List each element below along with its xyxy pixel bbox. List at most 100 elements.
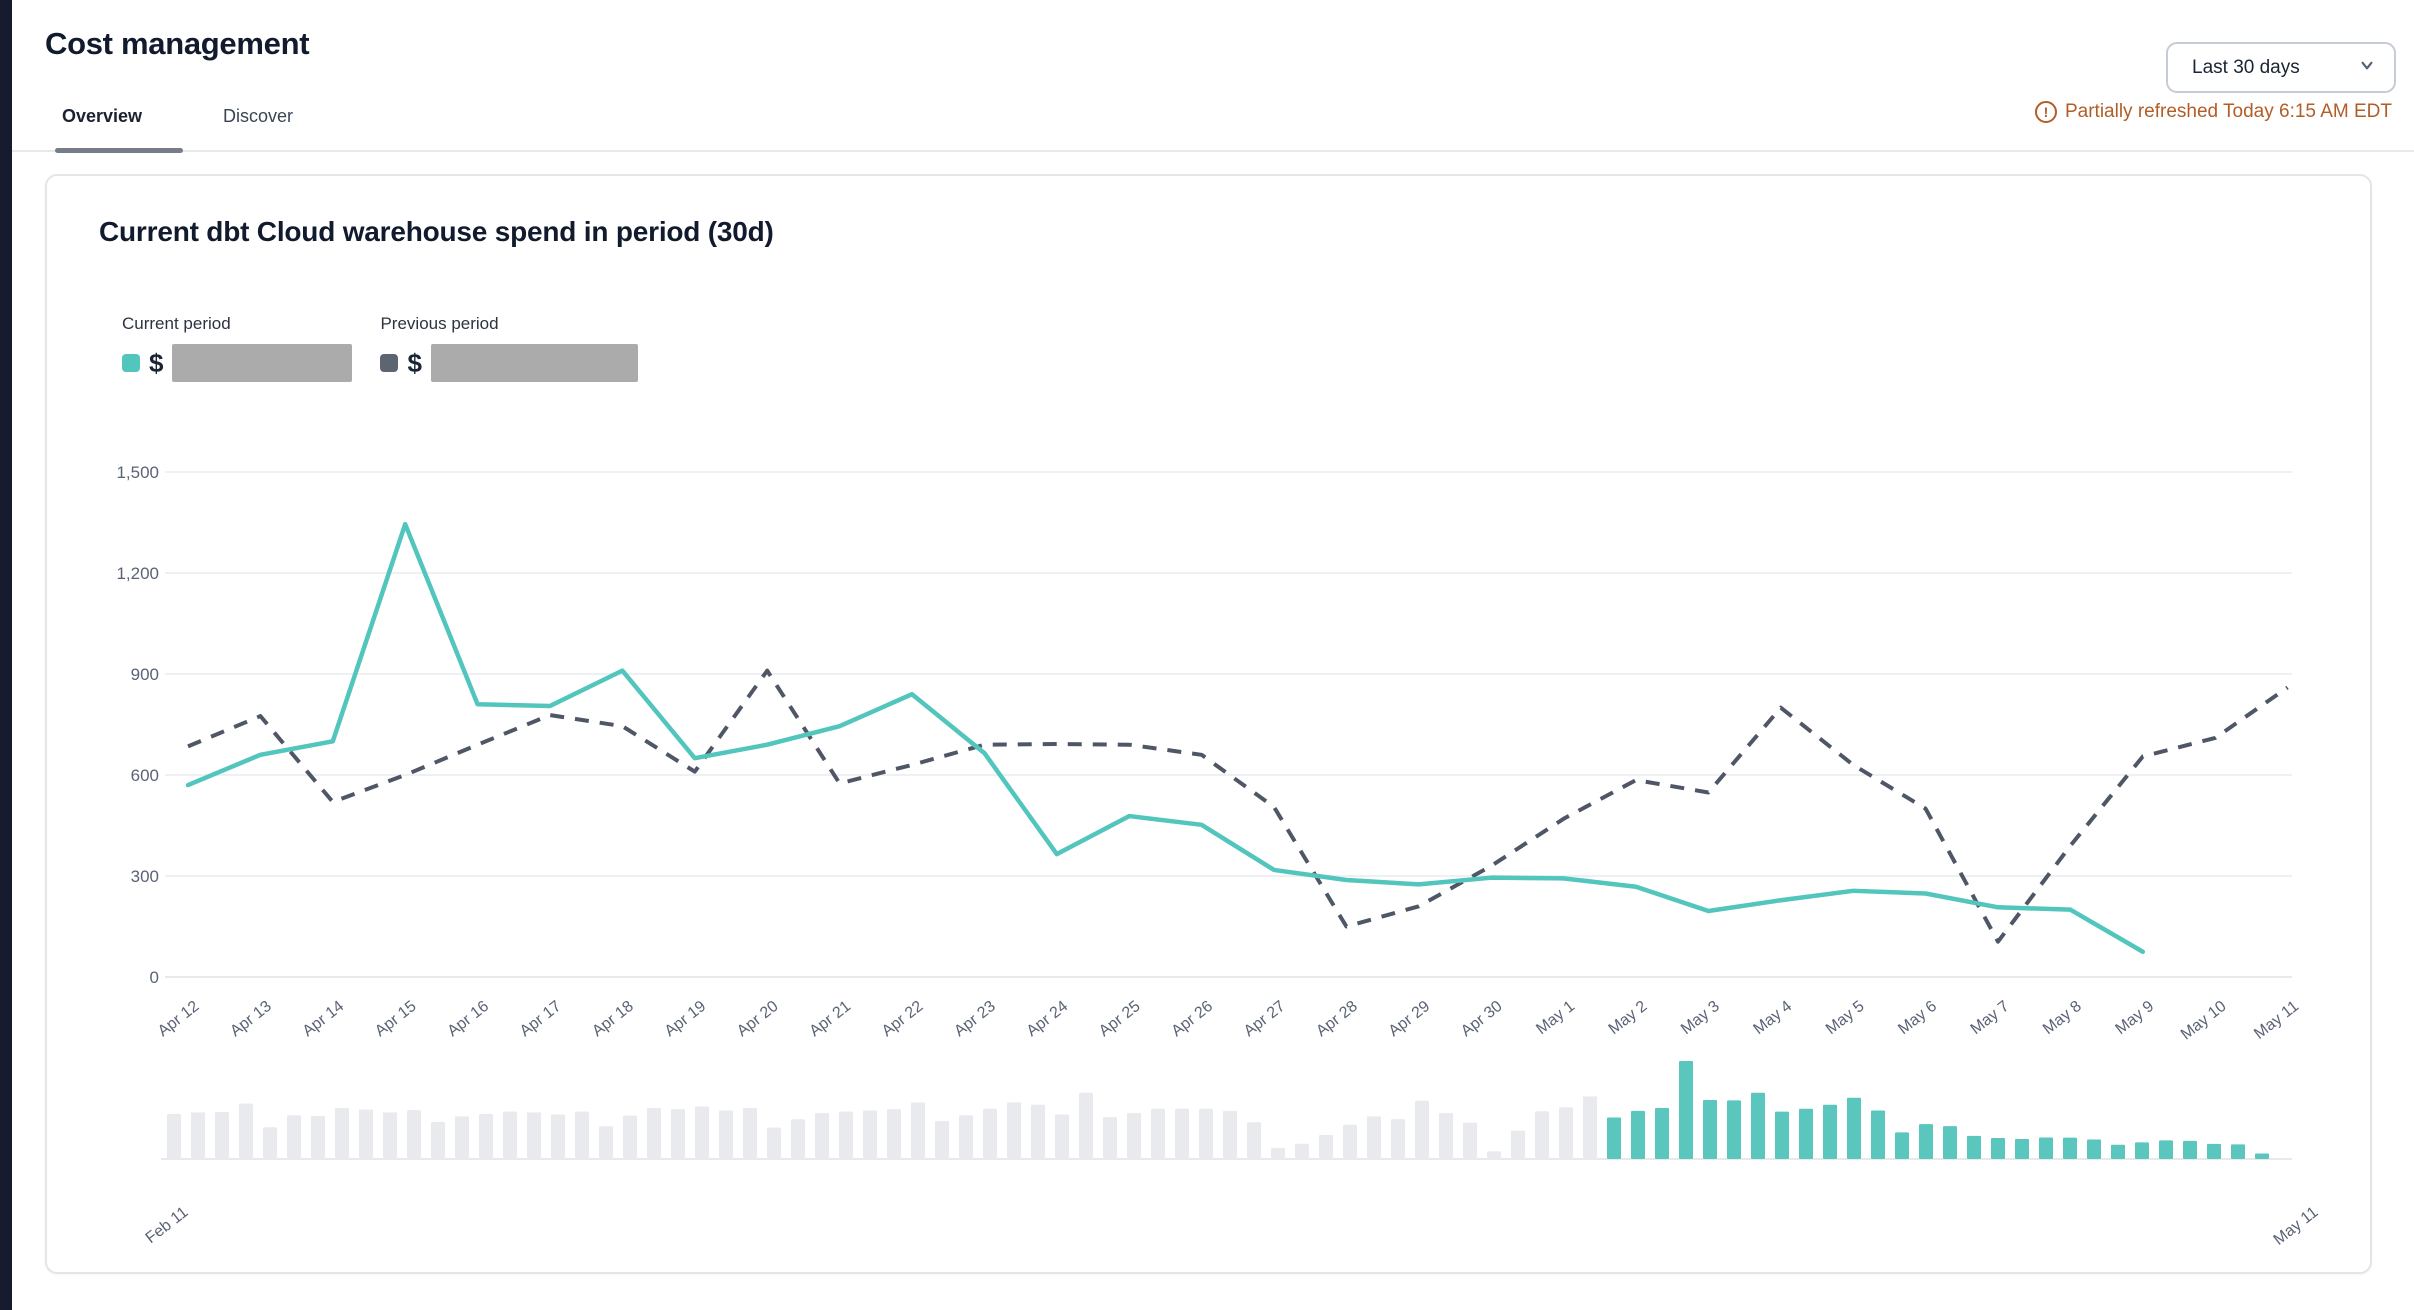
context-selected-bar[interactable] [1919, 1124, 1933, 1159]
context-history-bar[interactable] [863, 1110, 877, 1159]
context-history-bar[interactable] [263, 1127, 277, 1159]
context-selected-bar[interactable] [1679, 1061, 1693, 1159]
context-history-bar[interactable] [1271, 1148, 1285, 1159]
context-history-bar[interactable] [1415, 1100, 1429, 1159]
context-history-bar[interactable] [1103, 1117, 1117, 1159]
context-history-bar[interactable] [1511, 1130, 1525, 1159]
context-history-bar[interactable] [695, 1106, 709, 1159]
collapsed-sidebar[interactable] [0, 0, 12, 1310]
context-history-bar[interactable] [983, 1108, 997, 1159]
context-selected-bar[interactable] [1607, 1117, 1621, 1159]
context-history-bar[interactable] [1583, 1096, 1597, 1159]
y-axis-tick-label: 1,500 [116, 463, 159, 482]
context-history-bar[interactable] [335, 1107, 349, 1159]
context-history-bar[interactable] [1007, 1102, 1021, 1159]
context-history-bar[interactable] [1031, 1104, 1045, 1159]
context-selected-bar[interactable] [1991, 1138, 2005, 1159]
context-history-bar[interactable] [1223, 1110, 1237, 1159]
context-history-bar[interactable] [935, 1121, 949, 1159]
context-history-bar[interactable] [1391, 1119, 1405, 1159]
context-selected-bar[interactable] [1703, 1099, 1717, 1159]
context-history-bar[interactable] [1199, 1108, 1213, 1159]
context-history-bar[interactable] [1295, 1143, 1309, 1159]
context-selected-bar[interactable] [1847, 1097, 1861, 1159]
context-history-bar[interactable] [839, 1111, 853, 1159]
context-selected-bar[interactable] [1799, 1108, 1813, 1159]
context-selected-bar[interactable] [1727, 1100, 1741, 1159]
spend-chart-card: Current dbt Cloud warehouse spend in per… [45, 174, 2372, 1274]
x-axis-tick-label: Apr 22 [879, 998, 927, 1040]
context-history-bar[interactable] [743, 1107, 757, 1159]
context-selected-bar[interactable] [1943, 1126, 1957, 1159]
context-history-bar[interactable] [719, 1110, 733, 1159]
tab-discover[interactable]: Discover [223, 106, 294, 126]
context-history-bar[interactable] [455, 1116, 469, 1159]
context-history-bar[interactable] [1055, 1114, 1069, 1159]
context-history-bar[interactable] [671, 1109, 685, 1159]
context-selected-bar[interactable] [2135, 1142, 2149, 1159]
context-selected-bar[interactable] [1967, 1135, 1981, 1159]
context-selected-bar[interactable] [2183, 1140, 2197, 1159]
context-history-bar[interactable] [1079, 1092, 1093, 1159]
main-chart[interactable]: 0 300 600 900 1,200 1,500 Apr 12 Apr 13 Apr 14 Ap… [47, 442, 2374, 1274]
context-history-bar[interactable] [191, 1112, 205, 1159]
context-history-bar[interactable] [1247, 1122, 1261, 1159]
context-history-bar[interactable] [767, 1127, 781, 1159]
legend-current-label: Current period [122, 314, 231, 333]
context-history-bar[interactable] [311, 1116, 325, 1159]
context-history-bar[interactable] [527, 1112, 541, 1159]
context-history-bar[interactable] [1487, 1151, 1501, 1159]
context-history-bar[interactable] [887, 1109, 901, 1159]
context-selected-bar[interactable] [1823, 1104, 1837, 1159]
context-history-bar[interactable] [1367, 1116, 1381, 1159]
context-history-bar[interactable] [239, 1103, 253, 1159]
context-history-bar[interactable] [551, 1114, 565, 1159]
context-history-bar[interactable] [215, 1112, 229, 1159]
context-history-bar[interactable] [911, 1102, 925, 1159]
context-history-bar[interactable] [407, 1110, 421, 1159]
context-selected-bar[interactable] [2255, 1153, 2269, 1159]
context-history-bar[interactable] [623, 1115, 637, 1159]
context-selected-bar[interactable] [1871, 1110, 1885, 1159]
context-selected-bar[interactable] [2231, 1144, 2245, 1159]
context-selected-bar[interactable] [2063, 1137, 2077, 1159]
context-history-bar[interactable] [479, 1113, 493, 1159]
context-history-bar[interactable] [1151, 1108, 1165, 1159]
context-selected-bar[interactable] [1775, 1111, 1789, 1159]
context-history-bar[interactable] [1463, 1122, 1477, 1159]
context-selected-bar[interactable] [2039, 1137, 2053, 1159]
context-selected-bar[interactable] [2159, 1140, 2173, 1159]
context-history-bar[interactable] [167, 1113, 181, 1159]
context-history-bar[interactable] [1559, 1107, 1573, 1159]
context-history-bar[interactable] [647, 1107, 661, 1159]
context-history-bar[interactable] [599, 1126, 613, 1159]
context-selected-bar[interactable] [2207, 1143, 2221, 1159]
context-selected-bar[interactable] [1631, 1110, 1645, 1159]
context-history-bar[interactable] [1127, 1113, 1141, 1159]
context-history-bar[interactable] [287, 1115, 301, 1159]
context-history-bar[interactable] [815, 1113, 829, 1159]
context-history-bar[interactable] [575, 1111, 589, 1159]
context-history-bar[interactable] [1175, 1108, 1189, 1159]
tab-overview[interactable]: Overview [62, 106, 143, 126]
context-history-bar[interactable] [1439, 1113, 1453, 1159]
page-title: Cost management [45, 26, 310, 61]
context-history-bar[interactable] [383, 1112, 397, 1159]
context-selected-bar[interactable] [1751, 1092, 1765, 1159]
context-history-bar[interactable] [503, 1111, 517, 1159]
context-selected-bar[interactable] [2087, 1139, 2101, 1159]
context-selected-bar[interactable] [2111, 1144, 2125, 1159]
context-history-bar[interactable] [791, 1119, 805, 1159]
context-history-bar[interactable] [1319, 1134, 1333, 1159]
context-selected-bar[interactable] [2015, 1138, 2029, 1159]
legend-current-period: Current period $ [122, 314, 353, 382]
context-selected-bar[interactable] [1895, 1132, 1909, 1159]
context-history-bar[interactable] [959, 1115, 973, 1159]
context-history-bar[interactable] [1535, 1111, 1549, 1159]
context-history-bar[interactable] [1343, 1124, 1357, 1159]
context-history-bar[interactable] [359, 1109, 373, 1159]
date-range-dropdown[interactable]: Last 30 days [2166, 42, 2396, 93]
context-selected-bar[interactable] [1655, 1107, 1669, 1159]
context-history-bar[interactable] [431, 1121, 445, 1159]
y-axis-tick-label: 900 [131, 665, 159, 684]
